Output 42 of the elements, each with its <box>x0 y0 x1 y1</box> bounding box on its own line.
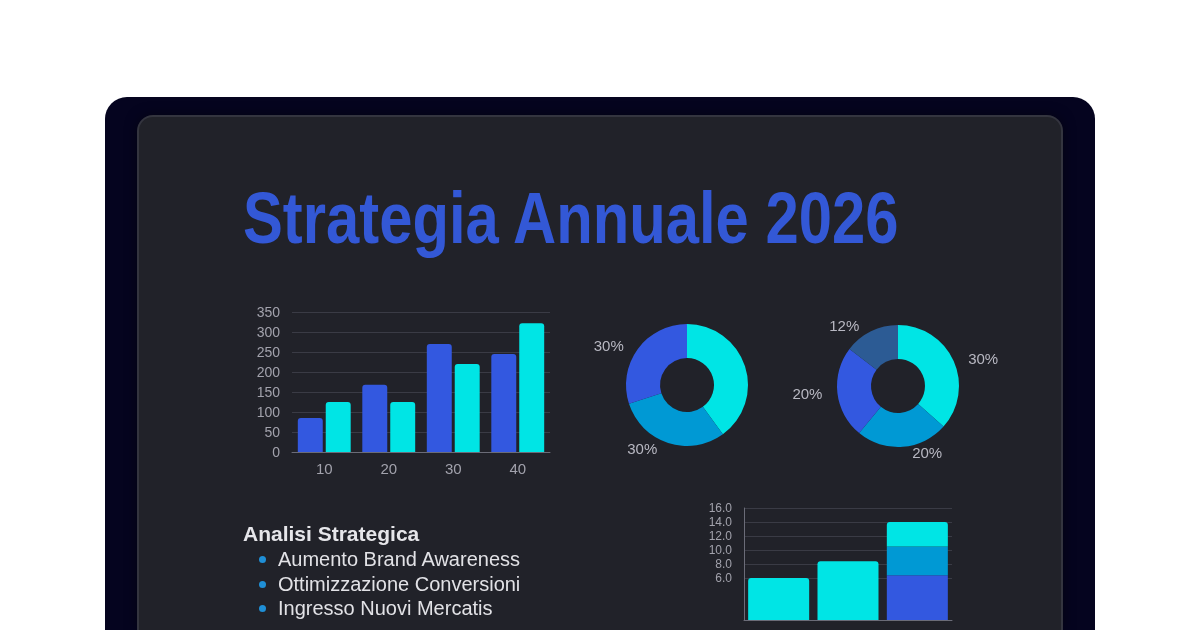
y-tick-label: 300 <box>256 324 281 340</box>
y-tick-label: 250 <box>256 344 281 360</box>
data-label: 30% <box>593 337 624 355</box>
bar <box>325 402 351 452</box>
data-label: 20% <box>912 444 943 462</box>
x-tick-label: 40 <box>509 460 527 477</box>
text: Analisi Strategica <box>243 521 421 547</box>
bar <box>519 323 545 452</box>
bar <box>426 344 452 452</box>
bar <box>297 418 323 452</box>
x-tick-label: 20 <box>380 460 398 477</box>
y-tick-label: 16.0 <box>708 501 733 515</box>
bar <box>886 522 948 547</box>
y-tick-label: 100 <box>256 404 281 420</box>
y-tick-label: 150 <box>256 384 281 400</box>
bar <box>454 364 480 452</box>
y-tick-label: 50 <box>264 424 281 440</box>
y-tick-label: 350 <box>256 304 281 320</box>
bar <box>817 561 879 620</box>
y-tick-label: 0 <box>272 444 281 460</box>
bar <box>886 575 948 620</box>
data-label: 30% <box>627 440 658 458</box>
bar <box>748 578 810 620</box>
x-tick-label: 30 <box>444 460 462 477</box>
y-tick-label: 12.0 <box>708 529 733 543</box>
bar <box>390 402 416 452</box>
text: Ingresso Nuovi Mercatis <box>278 597 493 619</box>
text: Ottimizzazione Conversioni <box>278 572 521 595</box>
bar <box>491 354 517 452</box>
data-label: 20% <box>792 385 823 403</box>
bar <box>886 546 948 576</box>
data-label: 30% <box>968 350 999 368</box>
text: Strategia Annuale 2026 <box>243 178 899 258</box>
text: Aumento Brand Awareness <box>278 548 521 570</box>
y-tick-label: 200 <box>256 364 281 380</box>
y-tick-label: 8.0 <box>715 557 733 571</box>
data-label: 12% <box>829 317 860 335</box>
bar <box>362 384 388 452</box>
y-tick-label: 14.0 <box>708 515 733 529</box>
y-tick-label: 6.0 <box>715 571 733 585</box>
x-tick-label: 10 <box>315 460 333 477</box>
y-tick-label: 10.0 <box>708 543 733 557</box>
